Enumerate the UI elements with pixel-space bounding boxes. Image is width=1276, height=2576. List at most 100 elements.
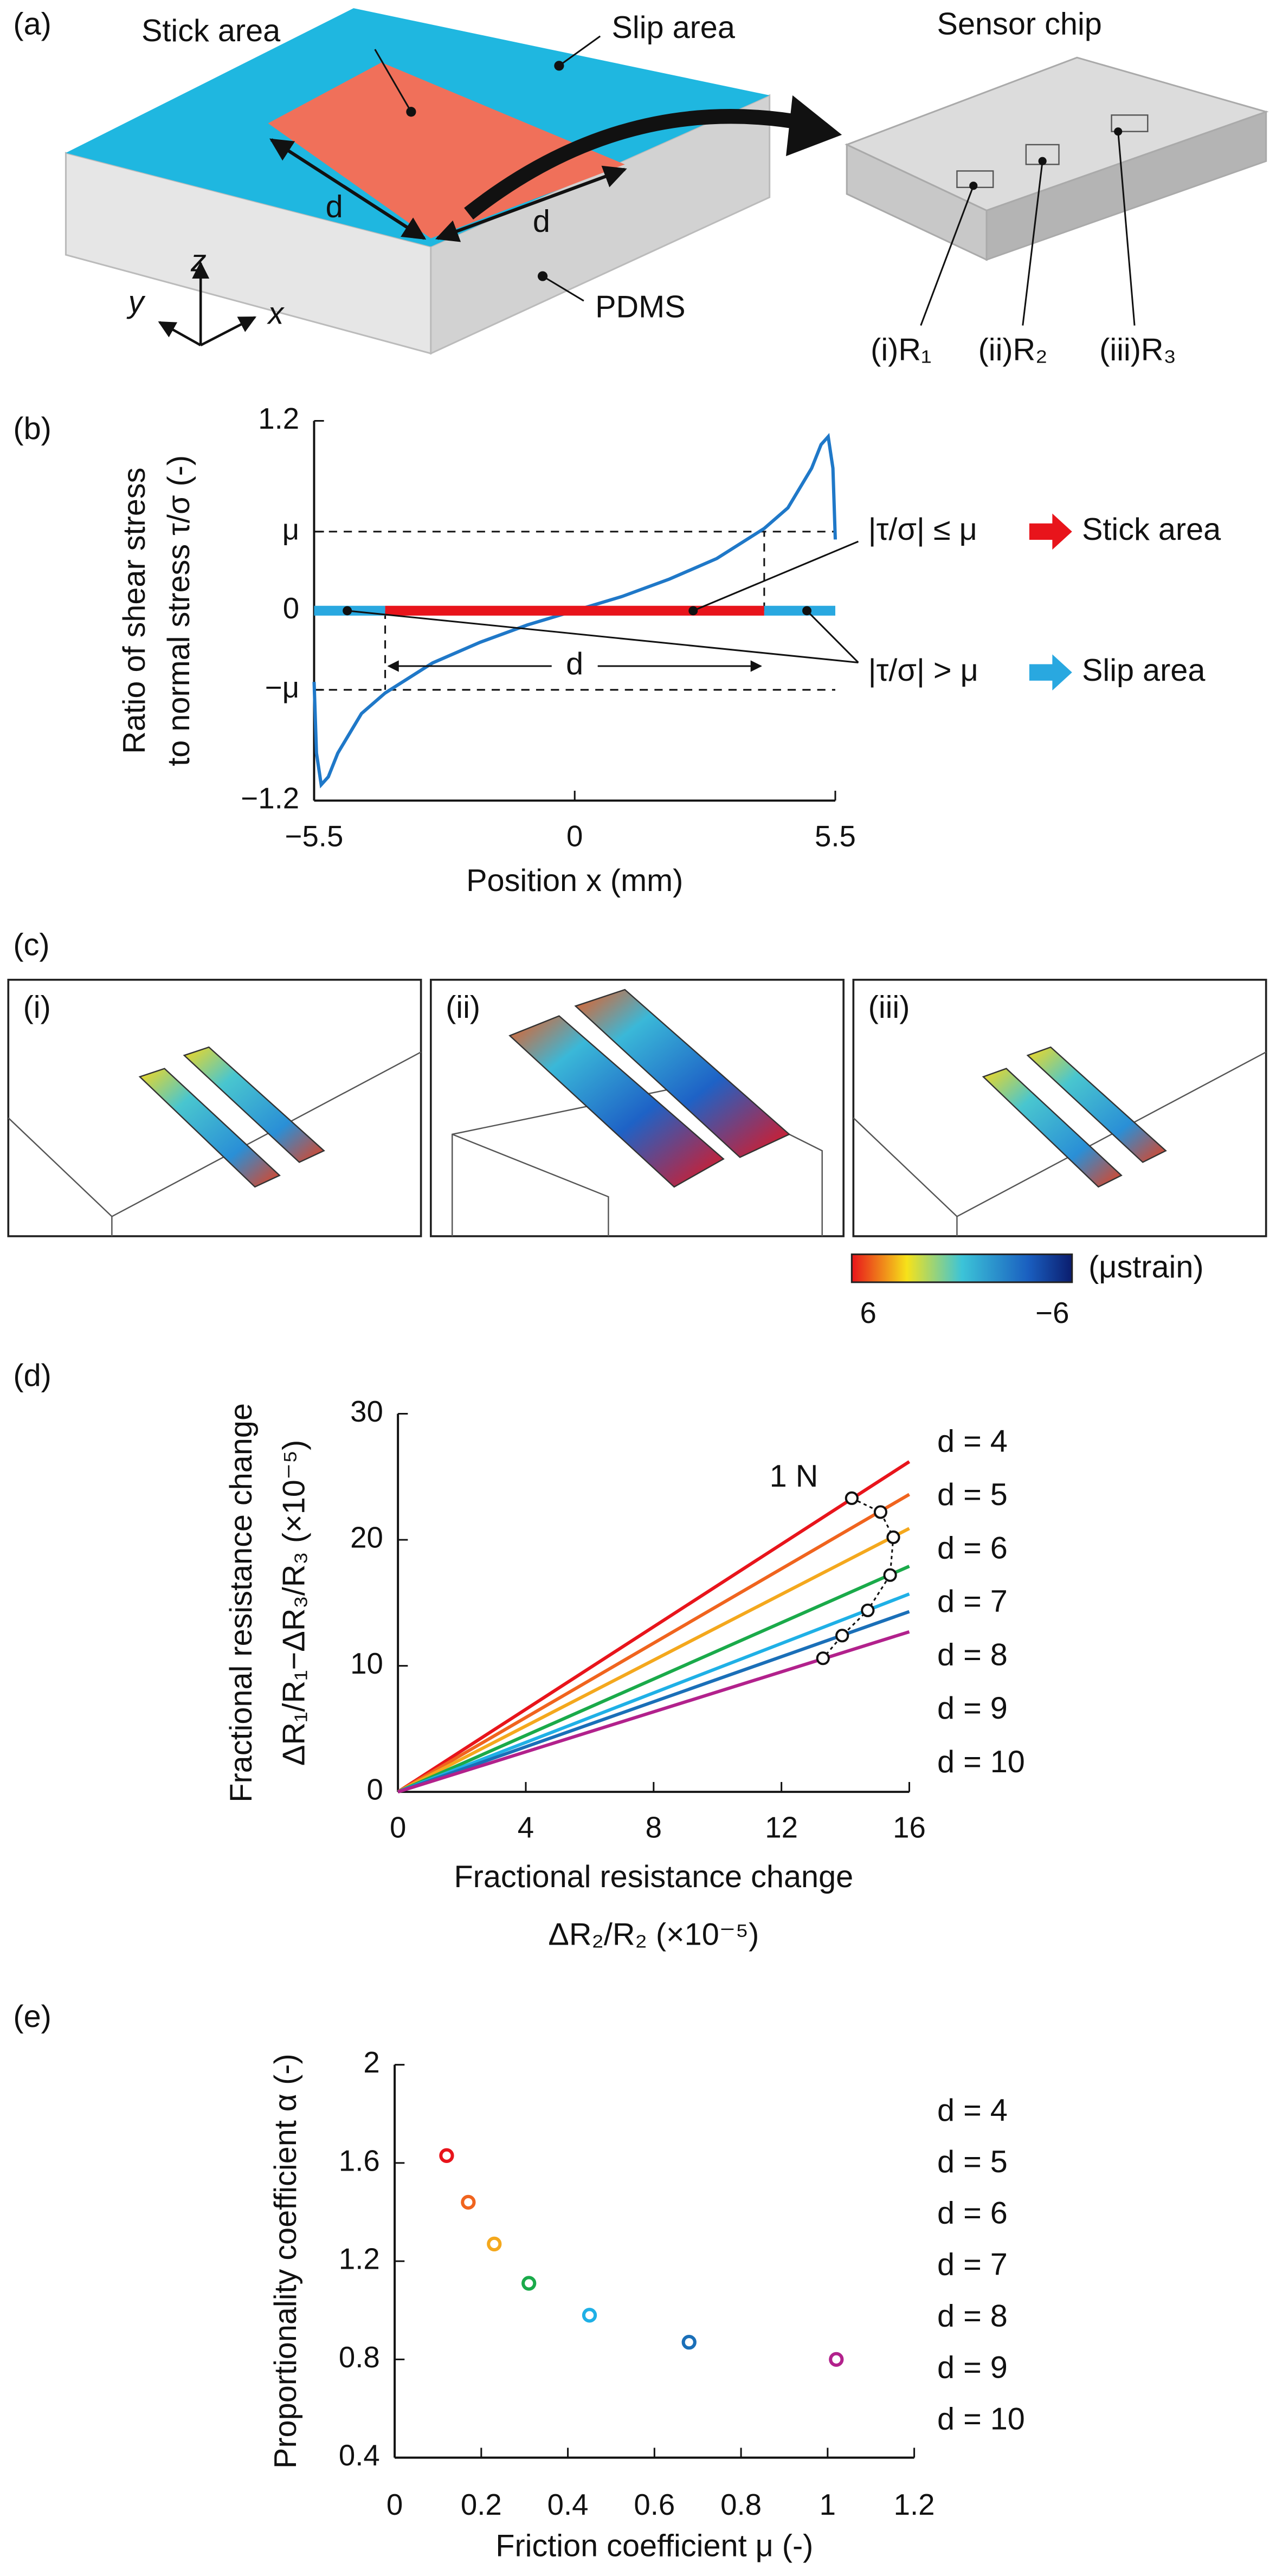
scatter-point: [461, 2194, 476, 2210]
d-arrow: [435, 165, 627, 242]
x-axis-label: Friction coefficient μ (-): [495, 2529, 813, 2564]
legend-entry: d = 4: [937, 1424, 1008, 1458]
leader: [693, 540, 859, 612]
image-label: (i): [23, 990, 51, 1025]
y-tick-label: 20: [350, 1521, 383, 1554]
annotation-result: Stick area: [1082, 512, 1221, 547]
axis-x: x: [267, 296, 285, 331]
annotation-result: Slip area: [1082, 653, 1206, 688]
beams-i: [138, 1046, 325, 1188]
panel-label: (b): [13, 411, 51, 446]
legend-entry: d = 8: [937, 2299, 1008, 2334]
series-line: [397, 1630, 910, 1794]
dot: [1038, 157, 1047, 165]
legend-entry: d = 6: [937, 2196, 1008, 2231]
big-arrow-head: [785, 95, 842, 157]
marker: [861, 1603, 875, 1617]
y-tick-label: 0.4: [339, 2439, 380, 2472]
legend-entry: d = 7: [937, 1584, 1008, 1619]
panel-a: (a) d d Stick area Slip area PDMS x y z …: [13, 7, 1269, 367]
x-tick-label: 8: [646, 1811, 662, 1844]
annotation-arrow: [1029, 654, 1072, 691]
panel-c: (c) (i) (ii) (iii) (μstrain): [7, 927, 1267, 1284]
x-axis-label: ΔR₂/R₂ (×10⁻⁵): [548, 1917, 759, 1952]
point: [688, 606, 698, 616]
x-tick-label: 0.8: [720, 2488, 762, 2521]
leader: [558, 35, 601, 67]
y-tick-label: 30: [350, 1395, 383, 1428]
resistor-label: (ii)R₂: [978, 332, 1048, 367]
colorbar-tick: 6: [860, 1296, 876, 1329]
y-axis-label: Proportionality coefficient α (-): [268, 2054, 303, 2469]
annotation: |τ/σ| > μ: [868, 653, 978, 688]
legend-entry: d = 4: [937, 2093, 1008, 2128]
leader: [806, 610, 859, 663]
pdms-label: PDMS: [595, 289, 686, 324]
scatter-point: [829, 2352, 844, 2367]
sim-frame: [852, 978, 1267, 1237]
marker: [886, 1530, 900, 1545]
scatter-point: [681, 2335, 697, 2350]
d-label: d: [326, 189, 343, 224]
colorbar-tick: −6: [1035, 1296, 1069, 1329]
x-tick-label: 0: [566, 819, 583, 853]
x-tick-label: 0.6: [634, 2488, 675, 2521]
x-tick-label: −5.5: [285, 819, 344, 853]
axis-z: z: [190, 244, 207, 279]
colorbar-unit: (μstrain): [1088, 1250, 1204, 1284]
panel-label: (e): [13, 1999, 51, 2034]
y-tick-label: −μ: [265, 671, 299, 704]
legend-entry: d = 9: [937, 1691, 1008, 1726]
y-tick-label: 10: [350, 1647, 383, 1680]
x-tick-label: 5.5: [815, 819, 856, 853]
series-line: [397, 1610, 910, 1794]
resistor-label: (iii)R₃: [1099, 332, 1176, 367]
scatter-point: [487, 2236, 502, 2252]
y-tick-label: μ: [282, 513, 299, 546]
big-arrow: [464, 109, 807, 220]
y-tick-label: 0: [366, 1773, 383, 1806]
y-axis-label: to normal stress τ/σ (-): [162, 455, 196, 766]
series-line: [397, 1460, 911, 1793]
x-tick-label: 1: [820, 2488, 836, 2521]
panel-label: (a): [13, 7, 51, 42]
marker: [873, 1505, 888, 1519]
series-line: [397, 1493, 911, 1793]
series-line: [397, 1565, 910, 1793]
x-tick-label: 0: [390, 1811, 406, 1844]
y-tick-label: −1.2: [241, 782, 299, 815]
y-tick-label: 1.2: [339, 2243, 380, 2276]
scatter-point: [582, 2308, 597, 2323]
colorbar: [850, 1253, 1073, 1283]
y-axis-label: ΔR₁/R₁−ΔR₃/R₃ (×10⁻⁵): [276, 1440, 311, 1766]
x-tick-label: 4: [518, 1811, 534, 1844]
d-label: d: [533, 204, 550, 239]
beams-ii: [508, 989, 791, 1188]
y-tick-label: 1.6: [339, 2144, 380, 2177]
dot: [1114, 127, 1123, 136]
d-arrow: [269, 138, 427, 240]
x-tick-label: 16: [893, 1811, 926, 1844]
legend-entry: d = 10: [937, 1745, 1025, 1779]
series-line: [397, 1527, 910, 1793]
panel-label: (c): [13, 927, 49, 962]
y-tick-label: 0.8: [339, 2341, 380, 2374]
legend-entry: d = 9: [937, 2351, 1008, 2385]
resistor-label: (i)R₁: [871, 332, 931, 367]
beams-iii: [982, 1046, 1167, 1188]
legend-entry: d = 7: [937, 2248, 1008, 2282]
y-axis-label: Fractional resistance change: [224, 1403, 259, 1803]
x-tick-label: 12: [765, 1811, 798, 1844]
panel-label: (d): [13, 1358, 51, 1393]
y-tick-label: 2: [363, 2046, 379, 2079]
leader: [347, 610, 859, 663]
span-label: d: [566, 647, 583, 681]
marker: [883, 1568, 897, 1582]
x-tick-label: 1.2: [894, 2488, 935, 2521]
image-label: (ii): [446, 990, 480, 1025]
image-label: (iii): [868, 990, 910, 1025]
leader: [374, 49, 412, 113]
dot: [969, 182, 978, 190]
leader: [542, 275, 584, 302]
chip-label: Sensor chip: [937, 7, 1102, 42]
